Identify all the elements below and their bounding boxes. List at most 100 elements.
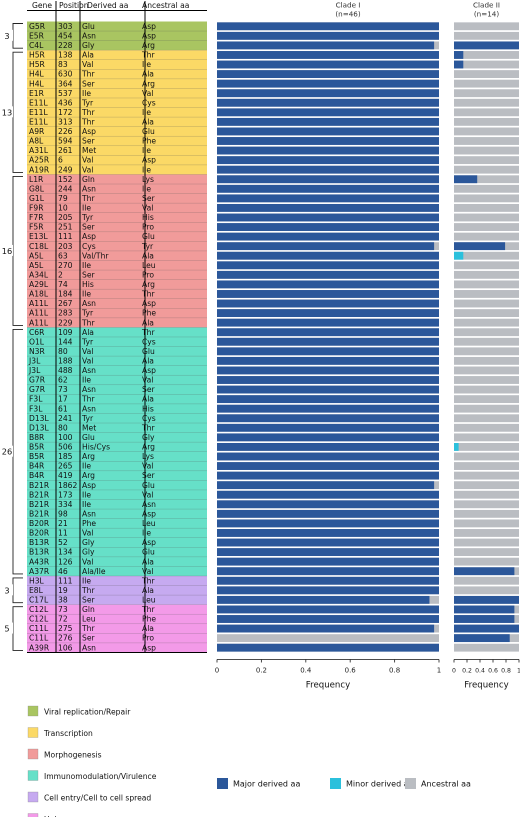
bar-ancestral: [454, 31, 519, 40]
ancestral-aa-cell: Ile: [142, 529, 151, 538]
bar-ancestral: [454, 404, 519, 413]
bar-ancestral: [454, 175, 519, 184]
gene-cell: E8L: [29, 586, 44, 595]
position-cell: 98: [58, 509, 68, 518]
ancestral-aa-cell: Glu: [142, 548, 155, 557]
bar-major-derived: [217, 70, 439, 79]
position-cell: 594: [58, 137, 73, 146]
series-legend-label: Major derived aa: [233, 780, 300, 789]
bar-ancestral: [454, 376, 519, 384]
position-cell: 334: [58, 500, 73, 509]
category-band: [27, 50, 207, 175]
position-cell: 126: [58, 557, 73, 566]
position-cell: 144: [58, 337, 73, 346]
bar-major-derived: [217, 232, 439, 241]
derived-aa-cell: Ser: [82, 79, 95, 88]
derived-aa-cell: Gln: [82, 605, 95, 614]
derived-aa-cell: Met: [82, 423, 96, 432]
category-bracket: [12, 606, 23, 651]
gene-cell: N3R: [29, 347, 46, 356]
bar-ancestral: [454, 127, 519, 136]
bar-major-derived: [217, 213, 439, 222]
ancestral-aa-cell: Arg: [142, 79, 155, 88]
bar-major-derived: [217, 318, 439, 327]
position-cell: 73: [58, 385, 68, 394]
derived-aa-cell: Ile: [82, 204, 91, 213]
bar-ancestral: [454, 395, 519, 404]
gene-cell: B5R: [29, 452, 45, 461]
bar-major-derived: [217, 156, 439, 165]
bar-major-derived: [217, 376, 439, 384]
gene-cell: H3L: [29, 576, 45, 585]
bar-ancestral: [454, 538, 519, 547]
gene-cell: C11L: [29, 624, 49, 633]
position-cell: 52: [58, 538, 68, 547]
panel-title: Clade I: [336, 1, 361, 10]
bar-ancestral: [454, 70, 519, 79]
derived-aa-cell: Val: [82, 557, 93, 566]
x-tick-label: 1: [517, 667, 520, 674]
derived-aa-cell: Tyr: [81, 213, 94, 222]
bar-major-derived: [217, 404, 439, 413]
ancestral-aa-cell: Phe: [142, 137, 156, 146]
gene-cell: A31L: [29, 146, 49, 155]
derived-aa-cell: Asn: [82, 509, 96, 518]
bar-major-derived: [217, 184, 439, 193]
gene-cell: A5L: [29, 261, 44, 270]
category-count: 16: [2, 246, 12, 256]
bracket-gap: [1, 584, 13, 596]
position-cell: 454: [58, 31, 73, 40]
legend-swatch: [27, 748, 39, 760]
position-cell: 111: [58, 232, 73, 241]
bar-ancestral: [454, 60, 519, 69]
bar-ancestral: [454, 156, 519, 165]
position-cell: 506: [58, 443, 73, 452]
ancestral-aa-cell: Ala: [142, 118, 154, 127]
bar-major-derived: [217, 538, 439, 547]
position-cell: 283: [58, 309, 73, 318]
derived-aa-cell: Thr: [81, 118, 95, 127]
x-tick-label: 0.8: [389, 666, 400, 674]
derived-aa-cell: Asp: [82, 127, 96, 136]
derived-aa-cell: Gln: [82, 175, 95, 184]
position-cell: 2: [58, 270, 63, 279]
derived-aa-cell: Gly: [82, 548, 95, 557]
position-cell: 73: [58, 605, 68, 614]
gene-cell: A25R: [29, 156, 50, 165]
x-tick-label: 0: [215, 666, 219, 674]
position-cell: 173: [58, 490, 73, 499]
ancestral-aa-cell: Thr: [141, 605, 155, 614]
ancestral-aa-cell: Asp: [142, 156, 156, 165]
gene-cell: B20R: [29, 519, 50, 528]
gene-cell: H5R: [29, 60, 46, 69]
position-cell: 261: [58, 146, 73, 155]
derived-aa-cell: Thr: [81, 586, 95, 595]
bar-ancestral: [454, 22, 519, 31]
bar-ancestral: [454, 280, 519, 289]
derived-aa-cell: Thr: [81, 70, 95, 79]
bar-ancestral: [454, 270, 519, 279]
bar-ancestral: [454, 586, 519, 595]
derived-aa-cell: Ile: [82, 376, 91, 385]
gene-cell: B5R: [29, 443, 45, 452]
ancestral-aa-cell: Asp: [142, 31, 156, 40]
category-bracket: [12, 577, 23, 604]
bar-major-derived: [217, 385, 439, 394]
bar-major-derived: [217, 261, 439, 270]
bar-ancestral: [454, 490, 519, 499]
x-tick-label: 0.6: [345, 666, 357, 674]
position-cell: 244: [58, 184, 73, 193]
gene-cell: D13L: [29, 423, 50, 432]
x-tick-label: 0.2: [256, 666, 267, 674]
bar-ancestral: [454, 433, 519, 442]
category-band: [27, 21, 207, 51]
gene-cell: J3L: [28, 366, 41, 375]
ancestral-aa-cell: Lys: [142, 175, 154, 184]
ancestral-aa-cell: Ile: [142, 60, 151, 69]
ancestral-aa-cell: Pro: [142, 634, 154, 643]
legend-swatch: [27, 705, 39, 717]
position-cell: 111: [58, 576, 73, 585]
bar-major-derived: [217, 433, 439, 442]
bar-major-derived: [217, 605, 439, 614]
gene-cell: B4R: [29, 462, 45, 471]
